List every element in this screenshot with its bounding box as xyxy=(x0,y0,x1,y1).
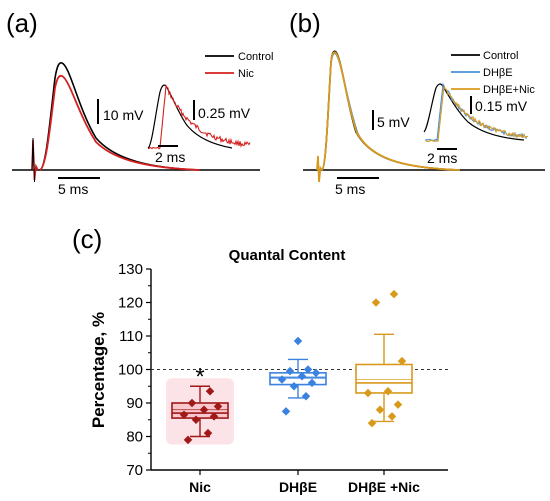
panel-b-scale-label-inset-x: 2 ms xyxy=(427,150,457,166)
box-plot-area: 70 80 90 100 110 120 130 Nic DHβE DHβE +Nic * xyxy=(118,261,448,495)
panel-a-stimulus-artifact-control xyxy=(31,137,35,183)
box-data-point xyxy=(301,392,311,401)
box-data-point xyxy=(281,407,291,416)
box-data-point xyxy=(303,365,313,374)
box-data-point xyxy=(311,368,321,378)
box-significance-marker: * xyxy=(195,363,204,390)
box-data-point xyxy=(285,366,295,376)
panel-b-trace-dhbe-nic xyxy=(321,51,461,171)
box-data-point xyxy=(363,388,373,398)
box-data-point xyxy=(397,356,407,366)
box-chart-title: Quantal Content xyxy=(229,247,346,264)
box-y-tick-label: 120 xyxy=(118,295,143,312)
box-y-tick-label: 80 xyxy=(126,429,143,446)
box-data-point xyxy=(187,398,197,408)
panel-a-scale-label-inset-x: 2 ms xyxy=(155,149,185,165)
box-data-point xyxy=(179,410,189,419)
box-data-point xyxy=(371,298,381,307)
panel-a-legend: Control Nic xyxy=(205,51,273,80)
panel-b-inset-trace-control xyxy=(423,83,525,141)
panel-b-label: (b) xyxy=(289,8,321,38)
box-data-point xyxy=(367,418,377,428)
box-data-point xyxy=(393,400,403,409)
box-y-tick-label: 70 xyxy=(126,462,143,479)
box-data-point xyxy=(203,428,213,438)
panel-b-legend-label-dhbe-nic: DHβE+Nic xyxy=(483,84,535,96)
box-data-point xyxy=(307,378,317,388)
panel-b-scale-label-inset-y: 0.15 mV xyxy=(475,98,528,114)
box-y-tick-label: 90 xyxy=(126,395,143,412)
panel-a-scale-label-main-x: 5 ms xyxy=(58,181,88,197)
panel-a-label: (a) xyxy=(6,8,38,38)
panel-b: (b) 5 mV 0.15 mV 2 ms 5 ms Control DHβE … xyxy=(289,8,545,197)
panel-a: (a) 10 mV 0.25 mV 2 ms 5 ms Control Nic xyxy=(6,8,273,197)
box-data-point xyxy=(199,405,209,414)
box-x-tick-label: DHβE +Nic xyxy=(348,479,420,495)
panel-b-scale-label-main-y: 5 mV xyxy=(377,114,410,130)
box-data-point xyxy=(297,371,307,381)
panel-b-legend: Control DHβE DHβE+Nic xyxy=(451,50,535,96)
box-y-tick-label: 100 xyxy=(118,362,143,379)
panel-b-legend-label-dhbe: DHβE xyxy=(483,67,513,79)
box-data-point xyxy=(383,387,393,396)
panel-a-scale-label-main-y: 10 mV xyxy=(103,107,144,123)
panel-b-inset-trace-dhbe-nic xyxy=(425,85,529,143)
box-data-point xyxy=(293,336,303,346)
box-x-tick-label: DHβE xyxy=(279,479,317,495)
panel-b-legend-label-control: Control xyxy=(483,50,518,62)
box-data-point xyxy=(183,435,193,445)
box-data-point xyxy=(375,405,385,414)
panel-c: (c) Quantal Content Percentage, % 70 80 90… xyxy=(72,224,448,495)
box-data-point xyxy=(205,387,215,396)
panel-c-label: (c) xyxy=(72,224,102,254)
panel-a-legend-label-nic: Nic xyxy=(238,68,254,80)
panel-b-scale-label-main-x: 5 ms xyxy=(335,181,365,197)
box-data-point xyxy=(209,412,219,421)
box-data-point xyxy=(389,289,399,299)
box-data-point xyxy=(191,415,201,424)
box-data-point xyxy=(387,412,397,421)
box-iqr xyxy=(355,363,413,394)
panel-a-legend-label-control: Control xyxy=(238,51,273,63)
box-iqr xyxy=(269,372,327,386)
panel-a-trace-nic xyxy=(39,74,201,171)
panel-a-scale-label-inset-y: 0.25 mV xyxy=(198,105,251,121)
box-data-point xyxy=(213,402,223,411)
box-data-point xyxy=(289,382,299,391)
box-x-tick-label: Nic xyxy=(189,479,211,495)
box-chart-y-axis-label: Percentage, % xyxy=(89,312,108,428)
box-y-tick-label: 130 xyxy=(118,261,143,278)
panel-a-inset-trace-nic xyxy=(148,84,251,150)
box-data-point xyxy=(277,375,287,384)
panel-b-stimulus-artifact xyxy=(316,155,323,183)
box-y-tick-label: 110 xyxy=(119,328,143,345)
